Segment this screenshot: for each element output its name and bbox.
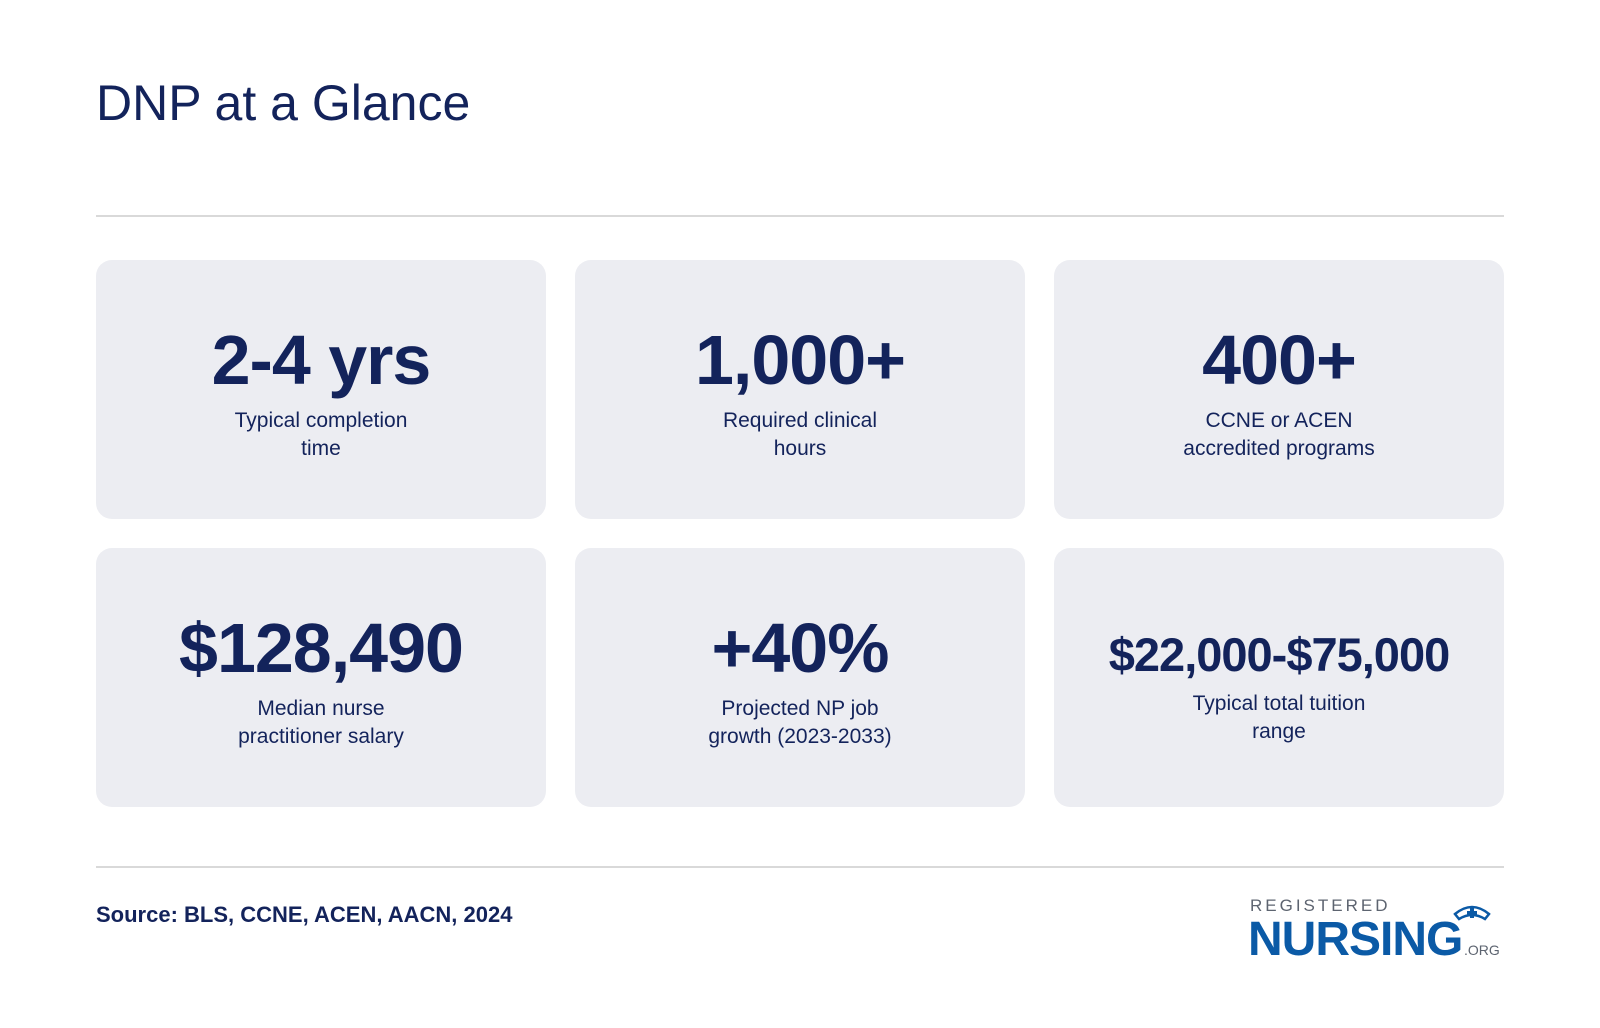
logo-top: REGISTERED: [1250, 896, 1391, 915]
logo: REGISTERED NURSING .ORG: [1248, 896, 1508, 966]
stat-label: Median nurse practitioner salary: [238, 695, 404, 751]
stat-label-line: CCNE or ACEN: [1205, 408, 1353, 432]
stats-grid: 2-4 yrs Typical completion time 1,000+ Requi…: [96, 260, 1504, 807]
stat-label: Projected NP job growth (2023-2033): [708, 695, 891, 751]
stat-label-line: accredited programs: [1183, 436, 1375, 460]
stat-value: $128,490: [179, 608, 464, 687]
title: DNP at a Glance: [96, 75, 471, 131]
stat-label: Typical completion time: [235, 407, 408, 463]
stat-label: Typical total tuition range: [1193, 690, 1366, 746]
stat-card: 1,000+ Required clinical hours: [575, 260, 1025, 519]
stat-label-line: range: [1252, 720, 1306, 743]
stat-label-line: Typical total tuition: [1192, 692, 1366, 715]
divider: [96, 866, 1504, 868]
stat-card: 2-4 yrs Typical completion time: [96, 260, 546, 519]
stat-label: CCNE or ACEN accredited programs: [1183, 407, 1374, 463]
stat-label-line: time: [301, 436, 341, 460]
stat-value: 2-4 yrs: [211, 320, 432, 399]
logo-cap: [1453, 905, 1491, 921]
source: Source: BLS, CCNE, ACEN, AACN, 2024: [96, 902, 513, 927]
stat-label-line: Typical completion: [234, 408, 408, 432]
divider: [96, 215, 1504, 217]
stat-label-line: Projected NP job: [721, 696, 879, 720]
stat-card: $22,000-$75,000 Typical total tuition rang…: [1054, 548, 1504, 807]
stat-value: $22,000-$75,000: [1108, 628, 1450, 681]
stat-label-line: Required clinical: [722, 408, 878, 432]
stat-label-line: Median nurse: [257, 696, 385, 720]
logo-suffix: .ORG: [1464, 942, 1500, 958]
stat-label-line: hours: [773, 436, 827, 460]
stat-value: +40%: [711, 608, 890, 687]
stat-card: 400+ CCNE or ACEN accredited programs: [1054, 260, 1504, 519]
stat-label-line: practitioner salary: [238, 724, 404, 748]
stat-value: 400+: [1202, 320, 1357, 399]
stat-label-line: growth (2023-2033): [708, 724, 892, 748]
stat-value: 1,000+: [694, 320, 906, 399]
stat-card: +40% Projected NP job growth (2023-2033): [575, 548, 1025, 807]
logo-main: NURSING: [1248, 913, 1463, 966]
stat-card: $128,490 Median nurse practitioner salary: [96, 548, 546, 807]
stat-label: Required clinical hours: [723, 407, 877, 463]
